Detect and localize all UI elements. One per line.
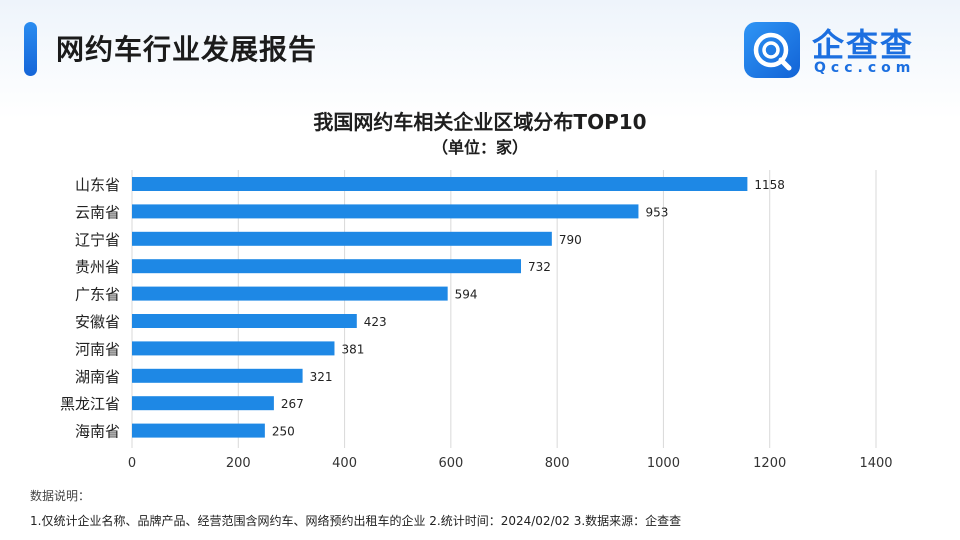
qcc-logo-icon — [744, 22, 800, 78]
x-tick-label: 400 — [332, 456, 357, 471]
footnote-text: 1.仅统计企业名称、品牌产品、经营范围含网约车、网络预约出租车的企业 2.统计时… — [30, 514, 682, 528]
x-tick-label: 200 — [226, 456, 251, 471]
bar — [132, 341, 335, 356]
bar — [132, 177, 748, 191]
y-category-label: 安徽省 — [75, 313, 120, 331]
bar — [132, 368, 303, 383]
bar — [132, 231, 552, 246]
chart-subtitle: （单位：家） — [431, 138, 528, 157]
y-category-label: 辽宁省 — [75, 231, 120, 249]
y-category-label: 山东省 — [75, 176, 120, 194]
bar-value-label: 423 — [364, 315, 387, 329]
y-category-label: 黑龙江省 — [60, 395, 120, 413]
bar — [132, 286, 448, 301]
bar-value-label: 250 — [272, 425, 295, 439]
bar-value-label: 594 — [455, 288, 478, 302]
y-category-label: 广东省 — [75, 286, 120, 304]
page-title: 网约车行业发展报告 — [56, 33, 318, 66]
header-accent-bar — [24, 22, 37, 76]
bar-value-label: 267 — [281, 397, 304, 411]
logo-domain: Qcc.com — [814, 60, 916, 76]
bar-value-label: 321 — [310, 370, 333, 384]
bar-value-label: 953 — [645, 205, 668, 219]
bar-value-label: 1158 — [754, 178, 785, 192]
bar-value-label: 790 — [559, 233, 582, 247]
bar — [132, 314, 357, 328]
x-tick-label: 0 — [128, 456, 136, 471]
x-tick-label: 1000 — [647, 456, 680, 471]
x-tick-label: 800 — [545, 456, 570, 471]
bar — [132, 259, 522, 274]
chart-title: 我国网约车相关企业区域分布TOP10 — [313, 110, 647, 134]
x-tick-label: 1400 — [859, 456, 892, 471]
bar-value-label: 381 — [341, 342, 364, 356]
y-category-label: 湖南省 — [75, 368, 120, 386]
bar — [132, 423, 265, 438]
bar — [132, 204, 639, 219]
logo-name: 企查查 — [812, 26, 915, 64]
y-category-label: 云南省 — [75, 203, 120, 221]
y-category-label: 河南省 — [75, 340, 120, 358]
y-category-label: 贵州省 — [75, 258, 120, 276]
bar — [132, 396, 274, 411]
footnote-heading: 数据说明： — [30, 489, 91, 503]
bar-value-label: 732 — [528, 260, 551, 274]
y-category-label: 海南省 — [75, 423, 120, 441]
x-tick-label: 600 — [438, 456, 463, 471]
x-tick-label: 1200 — [753, 456, 786, 471]
